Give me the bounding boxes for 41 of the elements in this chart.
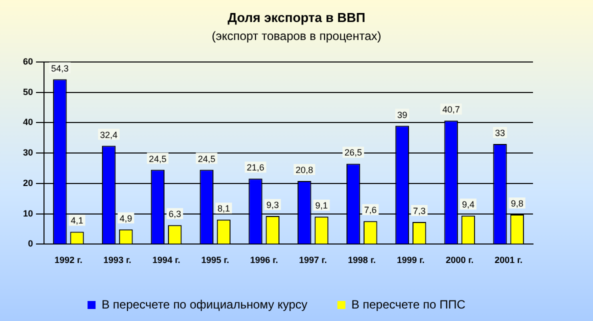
chart-title: Доля экспорта в ВВП xyxy=(226,10,366,25)
y-tick-label: 30 xyxy=(22,148,34,158)
y-tick-label: 20 xyxy=(22,178,34,188)
x-tick-label: 2001 г. xyxy=(494,255,522,266)
data-label: 6,3 xyxy=(168,209,182,220)
data-label: 54,3 xyxy=(51,63,69,74)
y-tick-label: 40 xyxy=(22,117,34,128)
legend-label: В пересчете по официальному курсу xyxy=(102,297,308,312)
data-label: 9,1 xyxy=(315,200,328,211)
data-label: 26,5 xyxy=(344,148,362,158)
data-label: 8,1 xyxy=(217,204,230,214)
data-label: 4,1 xyxy=(70,216,84,226)
data-label: 24,5 xyxy=(198,154,216,164)
x-tick-label: 2000 г. xyxy=(446,255,474,266)
y-tick-label: 60 xyxy=(22,56,34,66)
x-tick-label: 1997 г. xyxy=(299,255,327,266)
y-tick-label: 10 xyxy=(22,208,34,218)
data-label: 4,9 xyxy=(120,213,132,224)
y-tick-label: 50 xyxy=(22,86,34,97)
data-label: 21,6 xyxy=(246,162,264,173)
x-tick-label: 1992 г. xyxy=(54,255,82,266)
legend-label: В пересчете по ППС xyxy=(351,297,466,312)
data-label: 9,4 xyxy=(462,200,474,210)
data-label: 9,3 xyxy=(266,200,279,210)
x-tick-label: 1999 г. xyxy=(396,255,425,266)
data-label: 39 xyxy=(397,110,408,120)
data-label: 7,3 xyxy=(413,206,426,216)
x-tick-label: 1994 г. xyxy=(152,255,180,266)
data-label: 7,6 xyxy=(364,205,377,216)
x-tick-label: 1996 г. xyxy=(250,255,278,266)
data-label: 33 xyxy=(494,128,505,138)
data-label: 20,8 xyxy=(296,165,314,176)
chart-subtitle: (экспорт товаров в процентах) xyxy=(210,29,382,43)
data-label: 40,7 xyxy=(442,104,460,115)
data-label: 32,4 xyxy=(100,130,118,140)
x-tick-label: 1995 г. xyxy=(201,255,230,266)
y-tick-label: 0 xyxy=(28,238,34,249)
x-tick-label: 1998 г. xyxy=(348,255,376,266)
x-tick-label: 1993 г. xyxy=(103,255,132,266)
data-label: 9,8 xyxy=(510,198,524,208)
data-label: 24,5 xyxy=(148,154,166,164)
